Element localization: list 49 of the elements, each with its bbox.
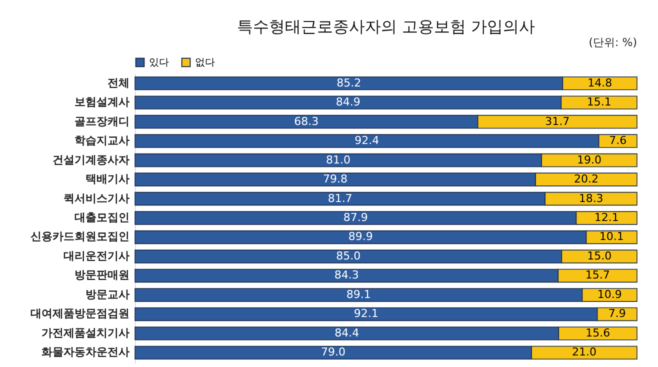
data-label: 79.8 [323, 172, 348, 186]
y-tick-label: 건설기계종사자 [52, 153, 130, 166]
data-label: 87.9 [343, 211, 368, 224]
y-tick-label: 골프장캐디 [74, 114, 130, 128]
data-label: 68.3 [294, 114, 319, 128]
y-tick-label: 가전제품설치기사 [42, 326, 130, 340]
data-label: 15.0 [587, 249, 612, 262]
data-label: 15.1 [586, 96, 612, 109]
data-label: 31.7 [545, 114, 570, 128]
data-label: 18.3 [578, 192, 604, 205]
y-tick-label: 대출모집인 [74, 211, 130, 224]
y-tick-label: 택배기사 [86, 172, 130, 186]
y-tick-label: 신용카드회원모집인 [30, 230, 130, 244]
data-label: 84.9 [336, 96, 360, 109]
data-label: 92.4 [354, 134, 380, 148]
data-label: 19.0 [577, 153, 602, 166]
data-label: 84.3 [334, 268, 359, 282]
data-label: 92.1 [354, 307, 378, 320]
data-label: 14.8 [588, 76, 612, 90]
legend-label: 없다 [195, 57, 215, 68]
data-label: 20.2 [574, 172, 599, 186]
data-label: 7.9 [608, 307, 626, 320]
data-label: 85.0 [336, 249, 361, 262]
data-label: 10.9 [597, 288, 622, 301]
data-label: 10.1 [599, 230, 624, 244]
y-tick-label: 대여제품방문점검원 [30, 307, 130, 320]
data-label: 89.1 [346, 288, 371, 301]
chart-title: 특수형태근로종사자의 고용보험 가입의사 [236, 17, 536, 36]
y-tick-label: 보험설계사 [74, 96, 130, 109]
data-label: 15.7 [585, 268, 610, 282]
data-label: 84.4 [334, 326, 360, 340]
y-tick-label: 퀵서비스기사 [64, 192, 130, 205]
data-label: 81.0 [326, 153, 351, 166]
y-tick-label: 방문판매원 [74, 268, 130, 282]
data-label: 12.1 [594, 211, 619, 224]
y-tick-label: 학습지교사 [74, 134, 130, 148]
y-tick-label: 대리운전기사 [64, 249, 130, 262]
text: (단위: %) [588, 36, 637, 49]
data-label: 81.7 [328, 192, 352, 205]
data-label: 7.6 [609, 134, 627, 148]
data-label: 15.6 [586, 326, 610, 340]
y-tick-label: 화물자동차운전사 [42, 346, 130, 359]
data-label: 89.9 [348, 230, 373, 244]
data-label: 79.0 [321, 346, 346, 359]
data-label: 21.0 [572, 346, 597, 359]
y-tick-label: 전체 [108, 76, 130, 90]
data-label: 85.2 [336, 76, 362, 90]
legend-label: 있다 [149, 57, 169, 68]
y-tick-label: 방문교사 [86, 288, 130, 301]
